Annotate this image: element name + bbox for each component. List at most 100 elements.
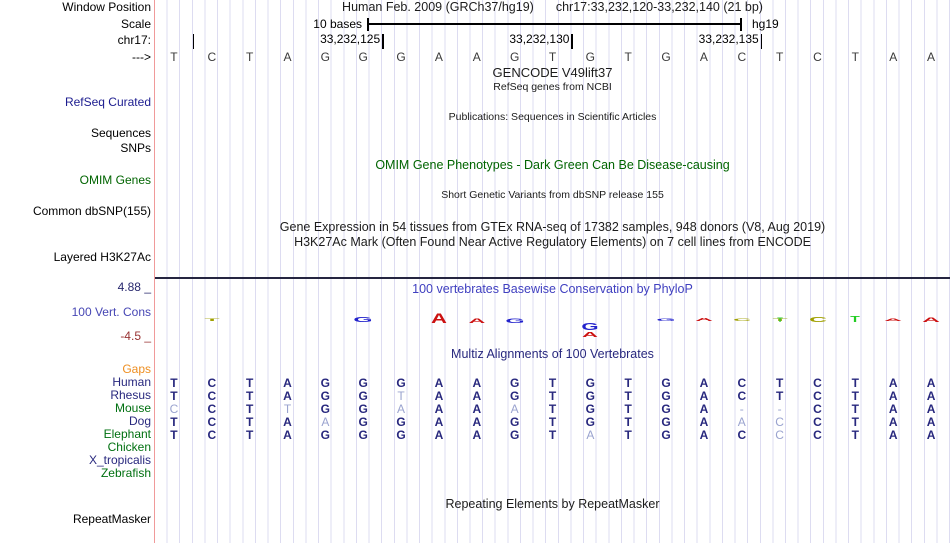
alignment-base-elephant: A bbox=[926, 428, 936, 442]
alignment-base-mouse: C bbox=[169, 402, 179, 416]
track-label-layered-h3k27ac[interactable]: Layered H3K27Ac bbox=[53, 250, 151, 264]
track-title-repeatmasker[interactable]: Repeating Elements by RepeatMasker bbox=[445, 497, 660, 511]
alignment-base-elephant: A bbox=[699, 428, 709, 442]
track-label-species-x-tropicalis[interactable]: X_tropicalis bbox=[88, 453, 151, 467]
alignment-base-elephant: C bbox=[737, 428, 747, 442]
alignment-base-mouse: A bbox=[888, 402, 898, 416]
alignment-base-rhesus: T bbox=[851, 389, 860, 403]
alignment-base-mouse: C bbox=[207, 402, 217, 416]
sequence-base: G bbox=[396, 50, 406, 64]
track-subtitle-refseq[interactable]: RefSeq genes from NCBI bbox=[493, 81, 612, 93]
track-label-cons-max: 4.88 _ bbox=[117, 280, 151, 294]
sequence-base: T bbox=[548, 50, 557, 64]
alignment-base-rhesus: A bbox=[283, 389, 292, 403]
sequence-base: A bbox=[927, 50, 936, 64]
assembly-title: Human Feb. 2009 (GRCh37/hg19) bbox=[342, 0, 534, 14]
track-title-publications[interactable]: Publications: Sequences in Scientific Ar… bbox=[448, 111, 657, 123]
alignment-base-elephant: A bbox=[472, 428, 482, 442]
alignment-base-human: G bbox=[320, 376, 331, 390]
alignment-base-human: G bbox=[585, 376, 596, 390]
phylop-glyph: G bbox=[353, 315, 373, 324]
track-label-strand-arrow[interactable]: ---> bbox=[132, 50, 151, 64]
sequence-base: C bbox=[813, 50, 822, 64]
alignment-base-mouse: A bbox=[434, 402, 444, 416]
track-title-phylop[interactable]: 100 vertebrates Basewise Conservation by… bbox=[412, 282, 693, 296]
track-label-omim-genes[interactable]: OMIM Genes bbox=[79, 173, 151, 187]
alignment-base-rhesus: T bbox=[397, 389, 405, 403]
base-guideline-grid[interactable] bbox=[155, 0, 950, 543]
alignment-base-mouse: T bbox=[245, 402, 254, 416]
track-title-h3k27ac[interactable]: H3K27Ac Mark (Often Found Near Active Re… bbox=[294, 235, 811, 249]
alignment-base-dog: T bbox=[851, 415, 860, 429]
track-label-species-dog[interactable]: Dog bbox=[128, 414, 151, 428]
alignment-base-mouse: T bbox=[283, 402, 292, 416]
alignment-base-mouse: - bbox=[777, 402, 782, 416]
alignment-base-human: A bbox=[283, 376, 292, 390]
alignment-base-mouse: A bbox=[472, 402, 482, 416]
track-label-sequences[interactable]: Sequences bbox=[90, 126, 151, 140]
sequence-base: A bbox=[472, 50, 481, 64]
track-subtitle-dbsnp[interactable]: Short Genetic Variants from dbSNP releas… bbox=[441, 189, 664, 201]
coordinate-tick bbox=[382, 34, 384, 49]
track-title-gtex[interactable]: Gene Expression in 54 tissues from GTEx … bbox=[279, 220, 826, 234]
alignment-base-human: T bbox=[775, 376, 784, 390]
alignment-base-human: G bbox=[358, 376, 368, 390]
alignment-base-mouse: G bbox=[320, 402, 331, 416]
scale-ruler-left-tick bbox=[367, 18, 369, 31]
window-position-title: Human Feb. 2009 (GRCh37/hg19) chr17:33,23… bbox=[155, 1, 950, 14]
track-label-vert-cons[interactable]: 100 Vert. Cons bbox=[71, 305, 151, 319]
alignment-base-elephant: T bbox=[624, 428, 632, 442]
alignment-base-elephant: G bbox=[320, 428, 331, 442]
alignment-base-rhesus: A bbox=[926, 389, 936, 403]
alignment-base-elephant: G bbox=[661, 428, 671, 442]
alignment-base-human: A bbox=[888, 376, 898, 390]
scale-ruler bbox=[367, 23, 741, 25]
phylop-glyph: G bbox=[656, 317, 676, 322]
track-label-repeatmasker[interactable]: RepeatMasker bbox=[72, 512, 151, 526]
sequence-base: T bbox=[170, 50, 178, 64]
alignment-base-elephant: C bbox=[775, 428, 784, 442]
track-label-species-chicken[interactable]: Chicken bbox=[107, 440, 151, 454]
alignment-base-mouse: A bbox=[397, 402, 406, 416]
track-label-refseq-curated[interactable]: RefSeq Curated bbox=[64, 95, 151, 109]
track-label-species-human[interactable]: Human bbox=[112, 375, 151, 389]
sequence-base: C bbox=[207, 50, 217, 64]
alignment-base-human: T bbox=[170, 376, 178, 390]
alignment-base-mouse: G bbox=[661, 402, 671, 416]
track-label-species-rhesus[interactable]: Rhesus bbox=[110, 388, 151, 402]
track-label-species-elephant[interactable]: Elephant bbox=[103, 427, 151, 441]
track-label-species-mouse[interactable]: Mouse bbox=[114, 401, 151, 415]
alignment-base-elephant: A bbox=[434, 428, 444, 442]
phylop-glyph: C bbox=[808, 315, 827, 324]
position-range: chr17:33,232,120-33,232,140 (21 bp) bbox=[555, 0, 763, 14]
alignment-base-dog: A bbox=[283, 415, 292, 429]
track-title-omim[interactable]: OMIM Gene Phenotypes - Dark Green Can Be… bbox=[375, 158, 730, 172]
alignment-base-rhesus: T bbox=[775, 389, 784, 403]
sequence-base: A bbox=[434, 50, 443, 64]
alignment-base-dog: A bbox=[888, 415, 898, 429]
track-label-species-zebrafish[interactable]: Zebrafish bbox=[100, 466, 151, 480]
track-label-snps[interactable]: SNPs bbox=[120, 141, 151, 155]
track-label-gaps[interactable]: Gaps bbox=[122, 362, 151, 376]
alignment-base-dog: A bbox=[472, 415, 482, 429]
alignment-base-human: C bbox=[813, 376, 822, 390]
sequence-base: T bbox=[775, 50, 784, 64]
coordinate-tick bbox=[571, 34, 573, 49]
track-label-common-dbsnp[interactable]: Common dbSNP(155) bbox=[32, 204, 151, 218]
alignment-base-rhesus: T bbox=[624, 389, 632, 403]
assembly-tag: hg19 bbox=[752, 17, 779, 31]
alignment-base-human: C bbox=[207, 376, 217, 390]
alignment-base-dog: G bbox=[396, 415, 406, 429]
sequence-base: G bbox=[509, 50, 520, 64]
alignment-base-human: A bbox=[472, 376, 482, 390]
h3k27ac-baseline bbox=[155, 277, 950, 279]
phylop-glyph: A bbox=[582, 330, 599, 339]
phylop-glyph: A bbox=[922, 315, 940, 324]
alignment-base-elephant: T bbox=[170, 428, 178, 442]
coordinate-tick-label: 33,232,125 bbox=[320, 32, 381, 46]
track-title-multiz[interactable]: Multiz Alignments of 100 Vertebrates bbox=[451, 347, 654, 361]
track-title-gencode[interactable]: GENCODE V49lift37 bbox=[492, 65, 613, 80]
alignment-base-dog: T bbox=[245, 415, 254, 429]
coordinate-tick bbox=[192, 34, 195, 49]
